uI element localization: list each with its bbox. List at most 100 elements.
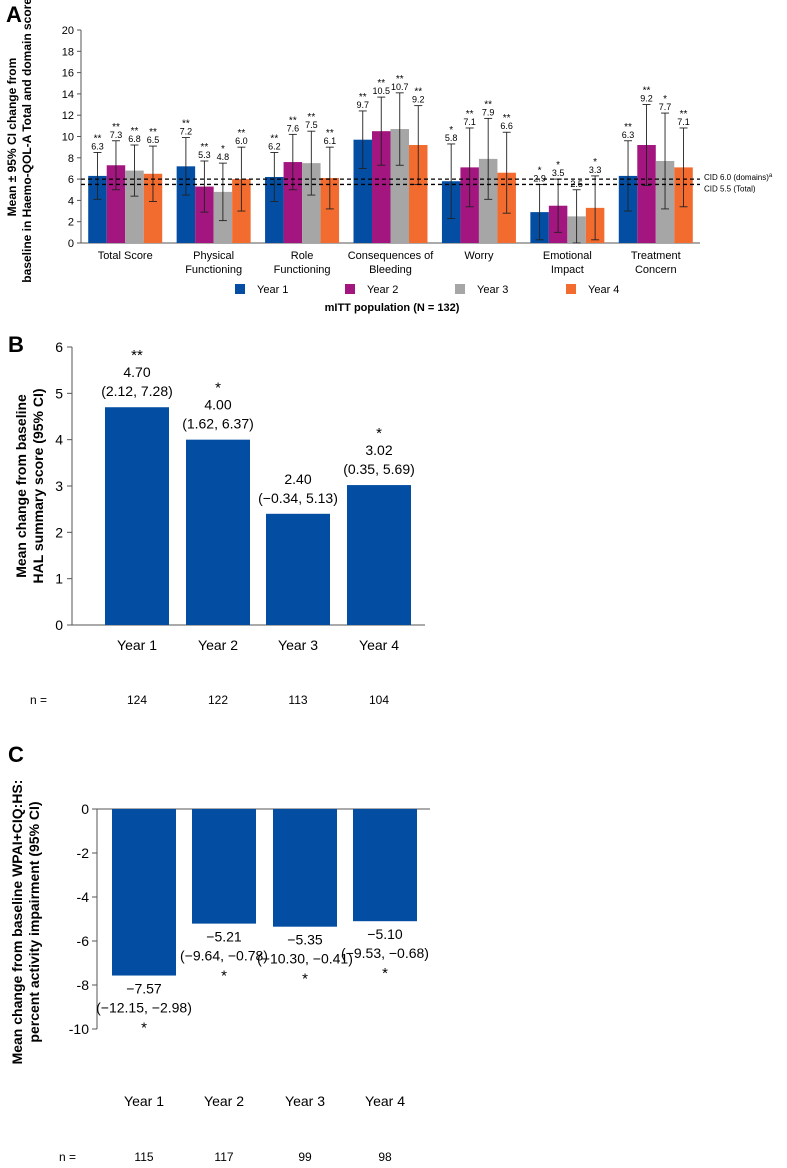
bar-year-1 [265,176,284,243]
significance-marker: * [449,125,453,136]
data-label: 9.2 [412,95,425,105]
n-value: 122 [208,693,228,707]
data-label: 4.8 [217,152,230,162]
y-tick-label: 6 [55,339,63,355]
data-label: −5.35 [287,932,323,948]
x-tick-label: Worry [464,250,494,262]
panel-a-chart: 0 2 4 6 8 10 12 14 16 18 20 Mean ± 95% CI change fr… [5,0,773,314]
y-axis-title-line: Mean ± 95% CI change from [5,58,19,217]
y-axis-title-line: HAL summary score (95% CI) [30,388,46,583]
data-label: 7.6 [287,123,300,133]
y-tick-label: 6 [68,174,74,186]
y-tick-label: -6 [77,933,90,949]
x-tick-label: Year 2 [204,1093,244,1109]
significance-marker: ** [377,78,385,89]
n-value: 124 [127,693,147,707]
data-label: 6.1 [324,136,337,146]
data-label: 7.7 [659,102,672,112]
y-tick-label: 1 [55,571,63,587]
n-value: 99 [298,1150,312,1164]
data-label: 5.3 [198,150,211,160]
data-label: 3.5 [552,168,565,178]
bar-year-2 [372,131,391,243]
significance-marker: * [221,968,227,985]
n-value: 104 [369,693,389,707]
significance-marker: * [221,144,225,155]
bar [347,485,411,625]
panel-b-chart: 0 1 2 3 4 5 6 Mean change from baselineHAL summ… [13,339,425,707]
significance-marker: ** [359,92,367,103]
significance-marker: * [215,380,221,397]
significance-marker: * [663,94,667,105]
significance-marker: ** [680,109,688,120]
significance-marker: * [382,965,388,982]
data-label: −7.57 [126,981,162,997]
ci-label: (−12.15, −2.98) [96,1000,192,1016]
significance-marker: ** [237,128,245,139]
n-value: 113 [288,693,307,707]
x-tick-label: Treatment [631,250,681,262]
data-label: 7.1 [463,117,476,127]
significance-marker: ** [270,133,278,144]
data-label: 9.7 [356,100,369,110]
y-tick-label: -4 [77,889,90,905]
panel-c-chart: 0 -2 -4 -6 -8 -10 Mean change from baseline WP… [9,780,430,1164]
legend-swatch [455,284,465,294]
legend-swatch [235,284,245,294]
data-label: 10.7 [391,82,409,92]
y-tick-label: 0 [68,238,74,250]
bar-year-4 [143,173,163,243]
bar [186,439,250,625]
data-label: 5.8 [445,133,458,143]
y-tick-label: 4 [68,195,74,207]
x-tick-label: Functioning [274,264,331,276]
x-tick-label: Total Score [98,250,153,262]
significance-marker: ** [131,347,143,364]
data-label: 3.3 [589,165,602,175]
y-tick-label: 0 [81,801,89,817]
data-label: 10.5 [372,86,390,96]
x-tick-label: Emotional [543,250,592,262]
bar-year-3 [390,129,409,243]
data-label: 6.2 [268,141,281,151]
data-label: 7.5 [305,120,318,130]
legend-swatch [345,284,355,294]
data-label: 2.9 [533,173,546,183]
reference-line-superscript: a [769,173,773,179]
ci-label: (−0.34, 5.13) [258,490,338,506]
x-tick-label: Consequences of [348,250,435,262]
bar-year-3 [125,170,144,243]
x-tick-label: Bleeding [369,264,412,276]
bar [105,407,169,625]
bar-year-4 [409,145,428,243]
x-tick-label: Year 3 [278,637,318,653]
ci-label: (2.12, 7.28) [101,383,173,399]
legend-label: Year 1 [257,284,288,296]
data-label: 6.3 [91,141,104,151]
reference-line-label: CID 5.5 (Total) [704,184,756,193]
panel-letter-c: C [8,742,24,767]
bar-year-1 [176,166,196,243]
legend-label: Year 3 [477,284,508,296]
significance-marker: ** [200,142,208,153]
bar [266,513,330,625]
data-label: 2.40 [284,471,311,487]
bar-year-3 [478,158,498,243]
bar [112,809,176,976]
bar-year-2 [637,145,656,243]
significance-marker: ** [112,122,120,133]
y-axis-title-line: baseline in Haemo-QOL-A Total and domain… [20,0,34,283]
y-tick-label: 20 [62,25,74,37]
y-tick-label: 18 [62,46,74,58]
y-tick-label: 16 [62,68,74,80]
significance-marker: ** [643,86,651,97]
significance-marker: ** [149,127,157,138]
y-tick-label: 4 [55,432,63,448]
significance-marker: * [556,160,560,171]
x-tick-label: Role [291,250,314,262]
data-label: 4.00 [204,397,231,413]
data-label: −5.10 [367,926,403,942]
x-tick-label: Year 1 [124,1093,164,1109]
data-label: 3.02 [365,442,392,458]
